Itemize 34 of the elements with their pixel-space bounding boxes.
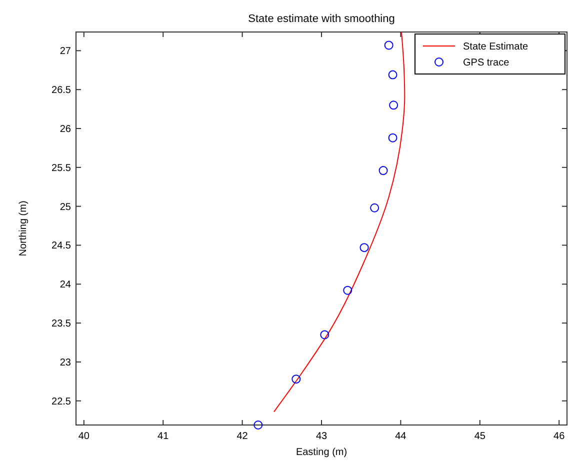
y-tick-label: 25.5 bbox=[52, 162, 72, 174]
point bbox=[388, 133, 398, 142]
point bbox=[378, 166, 388, 176]
point bbox=[384, 40, 394, 50]
point bbox=[343, 286, 352, 295]
y-tick-label: 23.5 bbox=[52, 318, 72, 330]
y-axis-title: Northing (m) bbox=[18, 200, 29, 256]
legend-label: GPS trace bbox=[463, 58, 510, 68]
point bbox=[292, 374, 301, 384]
point bbox=[360, 243, 369, 252]
point bbox=[388, 70, 398, 80]
point bbox=[370, 203, 380, 212]
y-tick-label: 23 bbox=[60, 357, 72, 368]
point bbox=[254, 420, 263, 430]
chart-title: State estimate with smoothing bbox=[248, 13, 395, 25]
y-tick-label: 26 bbox=[60, 124, 72, 135]
x-tick-label: 43 bbox=[316, 431, 328, 442]
y-tick-label: 22.5 bbox=[52, 396, 72, 408]
x-tick-label: 41 bbox=[158, 431, 170, 442]
point bbox=[389, 100, 398, 110]
y-tick-label: 24.5 bbox=[52, 240, 72, 252]
x-tick-label: 42 bbox=[236, 431, 248, 442]
x-axis-title: Easting (m) bbox=[296, 447, 348, 458]
y-tick-label: 26.5 bbox=[52, 85, 72, 96]
x-tick-label: 44 bbox=[395, 431, 407, 442]
x-tick-label: 45 bbox=[474, 431, 486, 442]
x-tick-label: 46 bbox=[554, 431, 566, 442]
x-tick-label: 40 bbox=[78, 431, 90, 442]
y-tick-label: 27 bbox=[60, 46, 72, 58]
line-series bbox=[273, 32, 406, 412]
y-tick-label: 24 bbox=[60, 280, 72, 291]
y-tick-label: 25 bbox=[60, 202, 72, 213]
legend-label: State Estimate bbox=[463, 42, 528, 52]
point bbox=[320, 330, 330, 340]
